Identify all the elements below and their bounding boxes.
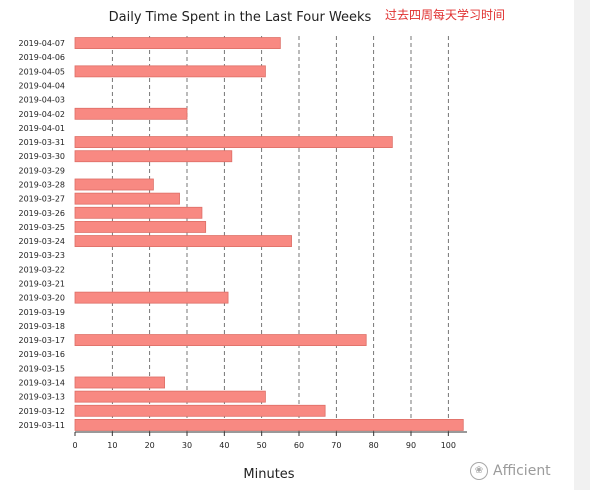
y-tick-label: 2019-04-01	[19, 124, 66, 133]
x-tick-label: 60	[294, 441, 304, 450]
x-tick-label: 100	[441, 441, 456, 450]
y-tick-label: 2019-03-25	[19, 223, 66, 232]
y-tick-label: 2019-03-11	[19, 421, 66, 430]
x-tick-label: 40	[219, 441, 229, 450]
y-tick-label: 2019-03-20	[19, 294, 66, 303]
gridlines	[111, 36, 449, 432]
y-tick-labels: 2019-04-07 2019-04-06 2019-04-05 2019-04-04…	[19, 39, 66, 430]
y-tick-label: 2019-04-03	[19, 96, 66, 105]
bar	[74, 136, 393, 148]
y-tick-label: 2019-03-27	[19, 195, 66, 204]
y-tick-label: 2019-04-07	[19, 39, 66, 48]
y-tick-label: 2019-03-24	[19, 237, 66, 246]
bar	[74, 178, 154, 191]
y-tick-label: 2019-03-29	[19, 166, 66, 175]
bar	[74, 107, 188, 120]
paw-icon: ❀	[470, 462, 488, 480]
x-tick-label: 90	[406, 441, 416, 450]
bar	[74, 65, 266, 78]
bar	[74, 390, 266, 403]
y-tick-label: 2019-04-06	[19, 53, 66, 62]
bar	[74, 221, 207, 233]
annotation-note: 过去四周每天学习时间	[385, 8, 506, 22]
bar	[74, 206, 203, 219]
y-tick-label: 2019-03-14	[19, 379, 66, 388]
y-tick-label: 2019-03-17	[19, 336, 66, 345]
x-tick-label: 70	[331, 441, 341, 450]
bar	[74, 192, 180, 205]
bar	[74, 37, 281, 49]
bar	[74, 150, 233, 163]
y-tick-label: 2019-04-05	[19, 67, 66, 76]
x-axis: 0 10 20 30 40 50 60 70 80 90 100	[72, 431, 467, 450]
chart-title: Daily Time Spent in the Last Four Weeks	[109, 10, 372, 25]
bars	[74, 37, 464, 431]
y-tick-label: 2019-03-21	[19, 280, 66, 289]
x-tick-label: 50	[257, 441, 267, 450]
y-tick-label: 2019-03-28	[19, 181, 66, 190]
y-tick-label: 2019-03-12	[19, 407, 66, 416]
x-tick-label: 10	[107, 441, 117, 450]
bar	[74, 419, 464, 431]
watermark: ❀ Afficient	[470, 462, 551, 480]
x-axis-label: Minutes	[243, 467, 294, 482]
y-tick-label: 2019-03-16	[19, 350, 66, 359]
y-tick-label: 2019-03-22	[19, 265, 66, 274]
y-tick-label: 2019-03-31	[19, 138, 66, 147]
bar	[74, 235, 292, 247]
y-tick-label: 2019-03-13	[19, 393, 66, 402]
watermark-text: Afficient	[493, 463, 551, 479]
bar	[74, 334, 367, 346]
y-tick-label: 2019-04-02	[19, 110, 66, 119]
y-tick-label: 2019-03-30	[19, 152, 66, 161]
scrollbar-strip	[574, 0, 590, 490]
y-tick-label: 2019-03-23	[19, 251, 66, 260]
x-tick-label: 0	[72, 441, 77, 450]
bar	[74, 376, 165, 389]
x-tick-label: 20	[145, 441, 155, 450]
bar	[74, 404, 326, 417]
y-tick-label: 2019-03-26	[19, 209, 66, 218]
bar	[74, 291, 229, 304]
x-tick-label: 80	[369, 441, 379, 450]
x-tick-label: 30	[182, 441, 192, 450]
y-tick-label: 2019-03-18	[19, 322, 66, 331]
y-tick-label: 2019-04-04	[19, 82, 66, 91]
y-tick-label: 2019-03-19	[19, 308, 66, 317]
y-tick-label: 2019-03-15	[19, 364, 66, 373]
